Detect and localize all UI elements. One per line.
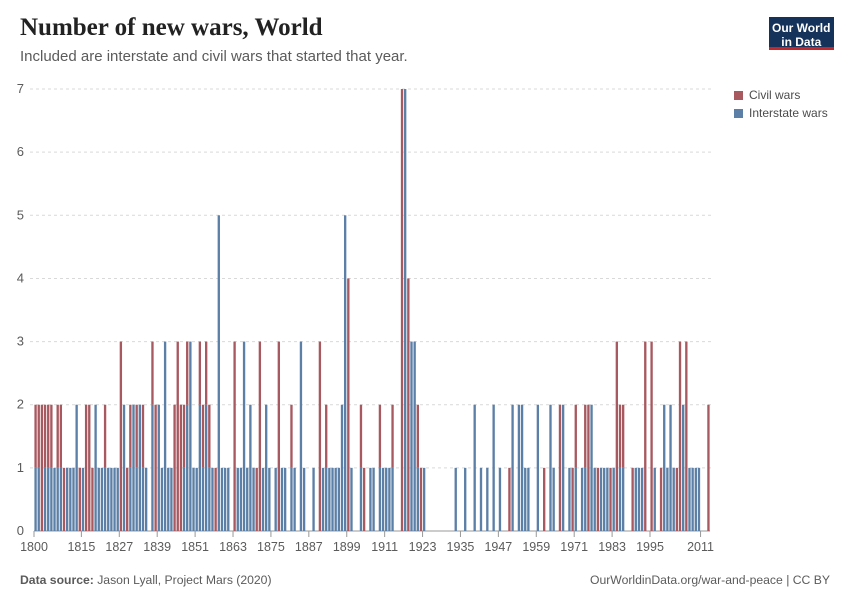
svg-text:1983: 1983 xyxy=(598,540,626,554)
svg-text:1887: 1887 xyxy=(295,540,323,554)
svg-text:0: 0 xyxy=(17,523,24,538)
svg-text:2011: 2011 xyxy=(687,540,714,554)
svg-text:1800: 1800 xyxy=(20,540,48,554)
svg-text:1827: 1827 xyxy=(105,540,133,554)
svg-text:1911: 1911 xyxy=(371,540,398,554)
svg-text:5: 5 xyxy=(17,207,24,222)
svg-text:2: 2 xyxy=(17,397,24,412)
svg-text:1875: 1875 xyxy=(257,540,285,554)
svg-text:1851: 1851 xyxy=(181,540,209,554)
svg-text:1815: 1815 xyxy=(67,540,95,554)
svg-text:1971: 1971 xyxy=(560,540,588,554)
svg-text:3: 3 xyxy=(17,334,24,349)
svg-text:7: 7 xyxy=(17,81,24,96)
svg-text:1995: 1995 xyxy=(636,540,664,554)
svg-text:6: 6 xyxy=(17,144,24,159)
svg-text:4: 4 xyxy=(17,270,24,285)
svg-text:1935: 1935 xyxy=(447,540,475,554)
svg-text:1923: 1923 xyxy=(409,540,437,554)
svg-text:1899: 1899 xyxy=(333,540,361,554)
svg-text:1: 1 xyxy=(17,460,24,475)
svg-text:1959: 1959 xyxy=(522,540,550,554)
svg-text:1863: 1863 xyxy=(219,540,247,554)
svg-text:1839: 1839 xyxy=(143,540,171,554)
svg-text:1947: 1947 xyxy=(484,540,512,554)
